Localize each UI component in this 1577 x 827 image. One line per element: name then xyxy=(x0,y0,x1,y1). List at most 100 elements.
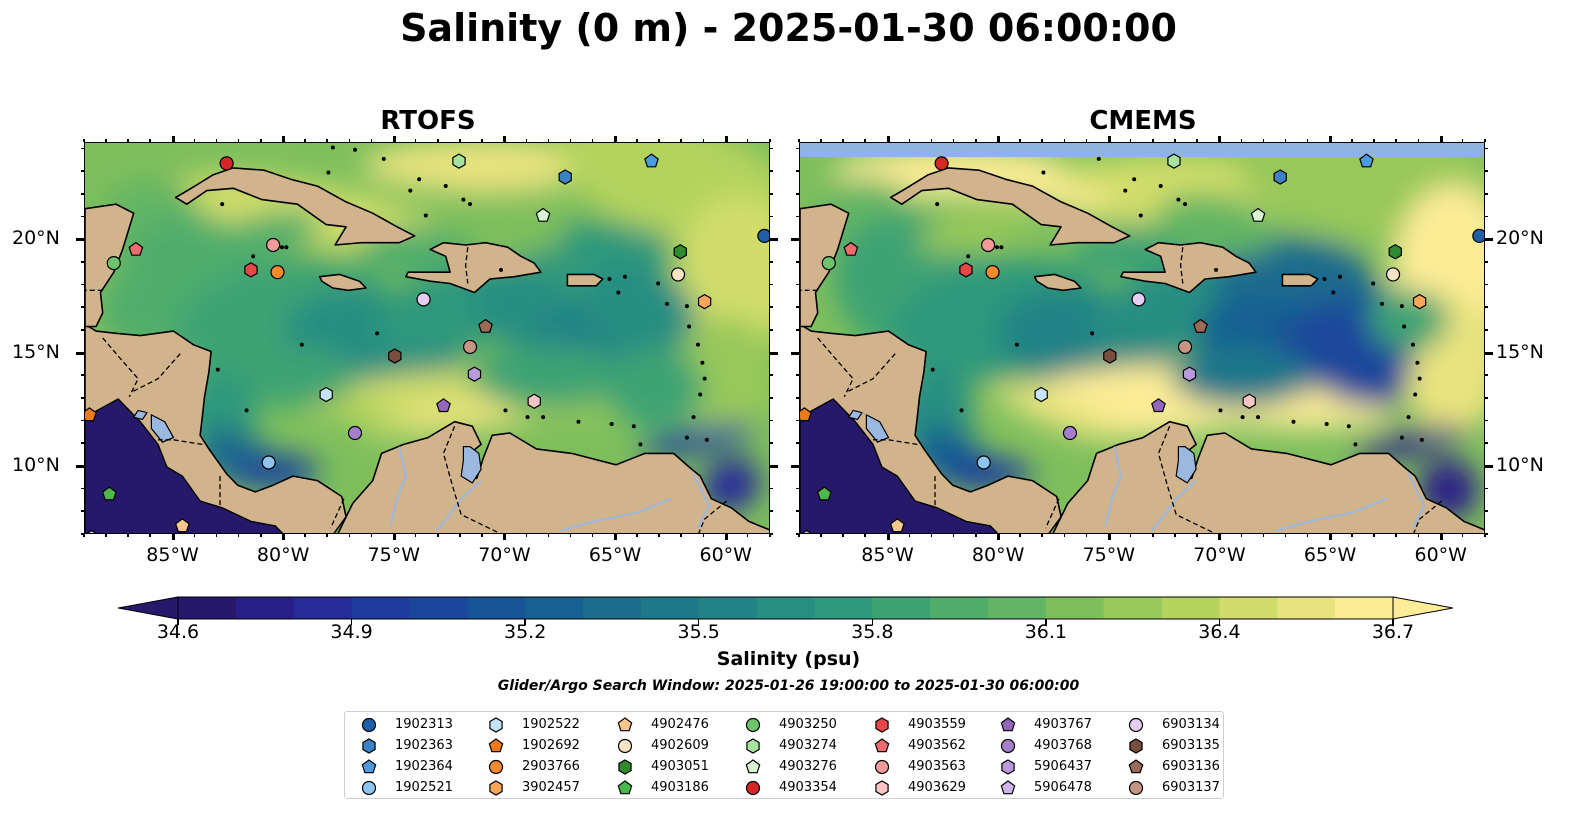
circle-marker-icon xyxy=(1128,717,1144,732)
lat-tick-mark xyxy=(81,374,84,376)
legend-item-4902609: 4902609 xyxy=(615,735,709,756)
lon-tick-mark xyxy=(282,136,286,142)
lon-tick-label: 80°W xyxy=(971,544,1025,566)
colorbar-tick-label: 36.4 xyxy=(1198,621,1241,643)
float-marker-4903563 xyxy=(265,237,281,253)
lon-tick-mark xyxy=(636,534,638,537)
lon-tick-mark xyxy=(481,534,483,537)
hexagon-marker-icon xyxy=(618,758,632,775)
islet xyxy=(1324,421,1329,426)
lon-tick-mark xyxy=(614,136,618,142)
colorbar-segment xyxy=(409,597,468,619)
legend-marker-4903276 xyxy=(745,758,761,773)
lat-tick-mark xyxy=(76,238,84,242)
lat-tick-mark xyxy=(81,533,84,535)
salinity-patch xyxy=(363,143,604,192)
land-puertorico xyxy=(566,273,604,287)
legend-marker-6903134 xyxy=(1128,717,1144,732)
legend-label: 6903136 xyxy=(1162,759,1220,774)
legend-item-6903137: 6903137 xyxy=(1126,777,1220,798)
islet xyxy=(1331,290,1336,295)
float-marker-2903766 xyxy=(985,265,1000,280)
land-south xyxy=(337,420,769,533)
lon-tick-mark xyxy=(930,534,933,537)
lon-tick-mark xyxy=(1461,534,1464,537)
islet xyxy=(1176,197,1181,202)
lat-tick-mark xyxy=(770,306,773,308)
lat-tick-mark xyxy=(796,261,799,263)
circle-marker-icon xyxy=(1128,780,1144,795)
colorbar-segment xyxy=(235,597,295,619)
float-marker-4902476 xyxy=(174,518,190,533)
legend-label: 4903274 xyxy=(779,738,837,753)
lat-tick-mark xyxy=(796,170,799,172)
lon-tick-mark xyxy=(215,534,218,537)
lon-tick-mark xyxy=(975,534,977,537)
islet xyxy=(375,331,380,336)
islet xyxy=(1090,331,1095,336)
colorbar-segment xyxy=(930,597,989,619)
float-marker-5906437 xyxy=(467,366,482,382)
float-marker-4903250 xyxy=(821,255,836,271)
lon-tick-mark xyxy=(1284,139,1287,142)
salinity-patch xyxy=(1368,289,1449,350)
search-window-text: Glider/Argo Search Window: 2025-01-26 19… xyxy=(497,678,1080,694)
float-marker-1902313 xyxy=(1472,228,1484,243)
float-marker-4903559 xyxy=(959,262,973,278)
legend-label: 4903629 xyxy=(908,780,966,795)
colorbar-tick-label: 34.6 xyxy=(156,621,200,643)
float-marker-4903051 xyxy=(673,244,687,260)
lon-tick-mark xyxy=(1329,534,1333,540)
lon-tick-mark xyxy=(886,136,890,142)
lon-tick-mark xyxy=(798,139,800,142)
lon-tick-mark xyxy=(1085,534,1088,537)
legend-marker-3902457 xyxy=(489,779,503,796)
float-marker-6903137 xyxy=(462,339,478,355)
lon-tick-mark xyxy=(614,534,618,540)
country-border xyxy=(158,439,203,446)
lat-tick-mark xyxy=(770,261,773,263)
legend-label: 1902521 xyxy=(395,780,453,795)
lon-tick-label: 85°W xyxy=(861,544,914,566)
legend-marker-4903562 xyxy=(874,737,890,752)
lon-tick-mark xyxy=(171,534,175,540)
islet xyxy=(700,360,705,365)
lat-tick-mark xyxy=(796,397,799,399)
legend-item-4902476: 4902476 xyxy=(615,714,709,735)
colorbar-segment xyxy=(178,597,237,619)
lon-tick-mark xyxy=(1306,139,1309,142)
lat-tick-mark xyxy=(770,193,773,195)
legend-item-1902313: 1902313 xyxy=(359,714,453,735)
legend-item-1902363: 1902363 xyxy=(359,735,453,756)
salinity-field xyxy=(100,143,769,513)
colorbar-segment xyxy=(1103,597,1163,619)
lon-tick-mark xyxy=(1174,139,1176,142)
lon-tick-mark xyxy=(193,534,196,537)
salinity-map-svg xyxy=(85,143,769,533)
lon-tick-mark xyxy=(842,534,844,537)
river xyxy=(389,446,407,527)
legend-label: 2903766 xyxy=(522,759,580,774)
islet xyxy=(576,419,581,424)
float-marker-1902313 xyxy=(757,228,769,243)
lon-tick-mark xyxy=(1306,534,1309,537)
colorbar-segment xyxy=(640,597,700,619)
legend-item-5906478: 5906478 xyxy=(998,777,1092,798)
lon-tick-mark xyxy=(746,139,749,142)
pentagon-marker-icon xyxy=(874,737,890,752)
lat-tick-mark xyxy=(81,329,84,331)
land-puertorico xyxy=(1281,273,1319,287)
float-marker-1902364 xyxy=(644,153,659,168)
float-marker-1902692 xyxy=(85,407,97,422)
lon-tick-mark xyxy=(591,139,594,142)
islet xyxy=(330,145,335,150)
lon-tick-label: 70°W xyxy=(1193,544,1246,566)
lon-tick-mark xyxy=(1262,139,1265,142)
map-panel-rtofs xyxy=(84,142,770,534)
lon-tick-mark xyxy=(658,139,660,142)
islet xyxy=(935,202,940,207)
colorbar-tick-mark xyxy=(1045,619,1047,625)
lat-tick-mark xyxy=(796,533,799,535)
circle-marker-icon xyxy=(745,717,761,732)
lon-tick-mark xyxy=(1152,534,1154,537)
